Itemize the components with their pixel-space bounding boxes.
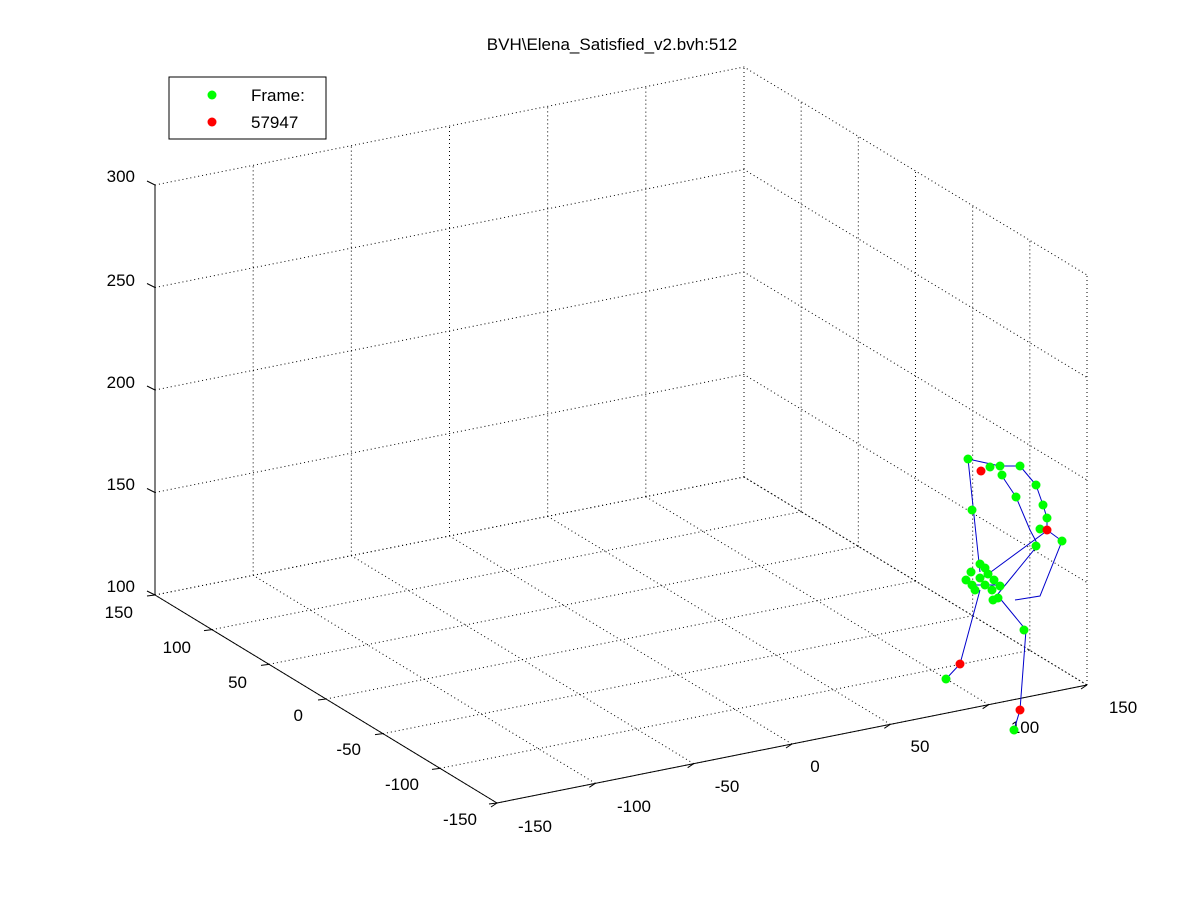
floor-grid-line [439, 649, 1030, 769]
joint-marker-green [980, 580, 990, 590]
skeleton-bone [967, 458, 981, 573]
skeleton-bone [967, 458, 1001, 467]
x-tick-label: 150 [1109, 698, 1137, 717]
wall-grid-line [154, 66, 1088, 276]
z-tick-label: 250 [107, 271, 135, 290]
joint-marker-green [995, 461, 1005, 471]
y-tick-label: 150 [105, 603, 133, 622]
joint-marker-green [975, 573, 985, 583]
joint-marker-red [976, 466, 986, 476]
joint-marker-green [967, 505, 977, 515]
z-tick-mark [146, 488, 156, 493]
floor-grid-line [382, 615, 973, 735]
joint-marker-green [997, 470, 1007, 480]
joint-marker-green [961, 575, 971, 585]
floor-grid-line [325, 580, 916, 700]
y-tick-mark [488, 802, 498, 805]
floor-grid-line [211, 511, 802, 631]
floor-grid-line [268, 545, 859, 665]
joint-marker-green [983, 569, 993, 579]
y-tick-mark [317, 698, 327, 701]
chart-title: BVH\Elena_Satisfied_v2.bvh:512 [487, 35, 737, 54]
y-tick-label: -100 [385, 775, 419, 794]
x-tick-mark [884, 723, 891, 729]
z-tick-label: 200 [107, 373, 135, 392]
legend-marker-green [207, 90, 217, 100]
legend-entry-frame: Frame: [207, 86, 305, 105]
x-tick-mark [589, 782, 596, 788]
x-tick-mark [1080, 684, 1088, 690]
y-tick-label: -150 [443, 810, 477, 829]
x-tick-mark [982, 704, 989, 710]
z-tick-mark [146, 590, 156, 596]
y-tick-label: 0 [294, 706, 303, 725]
x-axis-ticks: -150 -100 -50 0 50 100 150 [518, 698, 1137, 836]
z-tick-label: 100 [107, 577, 135, 596]
legend-label: Frame: [251, 86, 305, 105]
joint-marker-green [1038, 500, 1048, 510]
y-tick-label: -50 [336, 740, 361, 759]
y-axis-ticks: -150 -100 -50 0 50 100 150 [105, 603, 477, 829]
z-tick-mark [146, 385, 156, 391]
legend-marker-red [207, 117, 217, 127]
x-tick-label: -100 [617, 797, 651, 816]
x-tick-mark [785, 743, 793, 749]
joint-marker-green [941, 674, 951, 684]
x-tick-mark [490, 802, 498, 808]
legend-box [168, 76, 327, 140]
joint-marker-green [985, 462, 995, 472]
joint-marker-green [1011, 492, 1021, 502]
x-tick-label: 100 [1011, 718, 1039, 737]
joint-marker-green [963, 454, 973, 464]
joint-marker-green [1009, 725, 1019, 735]
joint-marker-green [987, 585, 997, 595]
y-tick-mark [374, 733, 384, 736]
wall-grid-line [154, 168, 1088, 378]
x-tick-label: -50 [715, 777, 740, 796]
z-tick-label: 300 [107, 167, 135, 186]
joint-marker-green [1031, 480, 1041, 490]
axis-lines [146, 180, 1088, 808]
y-tick-mark [146, 594, 156, 597]
z-tick-mark [146, 180, 156, 186]
joint-marker-green [989, 575, 999, 585]
z-tick-mark [146, 283, 156, 288]
legend-label: 57947 [251, 113, 298, 132]
y-tick-mark [260, 663, 270, 666]
y-tick-mark [203, 629, 213, 632]
wall-grid-line [154, 271, 1088, 481]
skeleton-plot [941, 454, 1067, 735]
joint-marker-green [1031, 541, 1041, 551]
joint-marker-green [1057, 536, 1067, 546]
joint-marker-red [955, 659, 965, 669]
legend-entry-number: 57947 [207, 113, 298, 132]
joint-marker-red [1015, 705, 1025, 715]
x-tick-mark [687, 763, 694, 769]
grid-lines [154, 66, 1088, 804]
x-tick-label: 0 [810, 757, 819, 776]
joint-marker-red [1042, 525, 1052, 535]
joint-marker-green [988, 595, 998, 605]
legend: Frame: 57947 [168, 76, 327, 140]
joint-marker-green [1042, 513, 1052, 523]
y-tick-mark [431, 767, 441, 770]
y-tick-label: 100 [163, 638, 191, 657]
joint-marker-green [1035, 524, 1045, 534]
skeleton-bone [997, 595, 1027, 731]
x-tick-label: -150 [518, 817, 552, 836]
joint-marker-green [1015, 461, 1025, 471]
z-tick-label: 150 [107, 475, 135, 494]
joint-marker-green [1019, 625, 1029, 635]
y-tick-label: 50 [228, 673, 247, 692]
joint-marker-green [970, 585, 980, 595]
x-tick-label: 50 [911, 737, 930, 756]
joint-marker-green [995, 581, 1005, 591]
joint-marker-green [966, 567, 976, 577]
z-axis-ticks: 100 150 200 250 300 [107, 167, 135, 596]
